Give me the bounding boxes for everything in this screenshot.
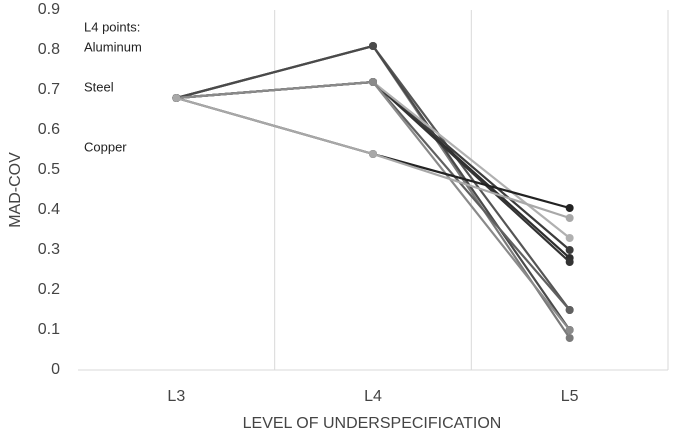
y-tick-label: 0.8 bbox=[38, 41, 60, 58]
y-axis-label: MAD-COV bbox=[7, 152, 24, 228]
annotation: Aluminum bbox=[84, 39, 142, 54]
series-line bbox=[176, 80, 571, 239]
point bbox=[565, 246, 574, 254]
y-tick-label: 0.1 bbox=[38, 321, 60, 338]
y-tick-label: 0.2 bbox=[38, 281, 60, 298]
point bbox=[369, 42, 377, 50]
point bbox=[369, 78, 377, 86]
point bbox=[565, 234, 574, 242]
point bbox=[565, 334, 574, 342]
y-tick-label: 0.4 bbox=[38, 201, 60, 218]
y-tick-label: 0.3 bbox=[38, 241, 60, 258]
x-tick-label: L5 bbox=[561, 388, 579, 405]
y-tick-label: 0 bbox=[51, 361, 60, 378]
series-line bbox=[176, 80, 571, 311]
point bbox=[565, 214, 574, 222]
point bbox=[172, 94, 181, 102]
y-tick-label: 0.6 bbox=[38, 121, 60, 138]
point bbox=[565, 258, 574, 266]
x-axis-label: LEVEL OF UNDERSPECIFICATION bbox=[243, 415, 502, 428]
y-tick-label: 0.7 bbox=[38, 81, 60, 98]
series-line bbox=[176, 44, 571, 331]
series-line bbox=[176, 80, 571, 263]
x-tick-label: L3 bbox=[167, 388, 185, 405]
point bbox=[565, 306, 574, 314]
point bbox=[565, 204, 574, 212]
point bbox=[369, 150, 377, 158]
series-line bbox=[176, 80, 571, 251]
y-tick-label: 0.5 bbox=[38, 161, 60, 178]
y-tick-label: 0.9 bbox=[38, 1, 60, 18]
x-tick-label: L4 bbox=[364, 388, 382, 405]
annotation: L4 points: bbox=[84, 19, 140, 34]
point bbox=[565, 326, 574, 334]
annotation: Steel bbox=[84, 79, 114, 94]
annotation: Copper bbox=[84, 139, 127, 154]
